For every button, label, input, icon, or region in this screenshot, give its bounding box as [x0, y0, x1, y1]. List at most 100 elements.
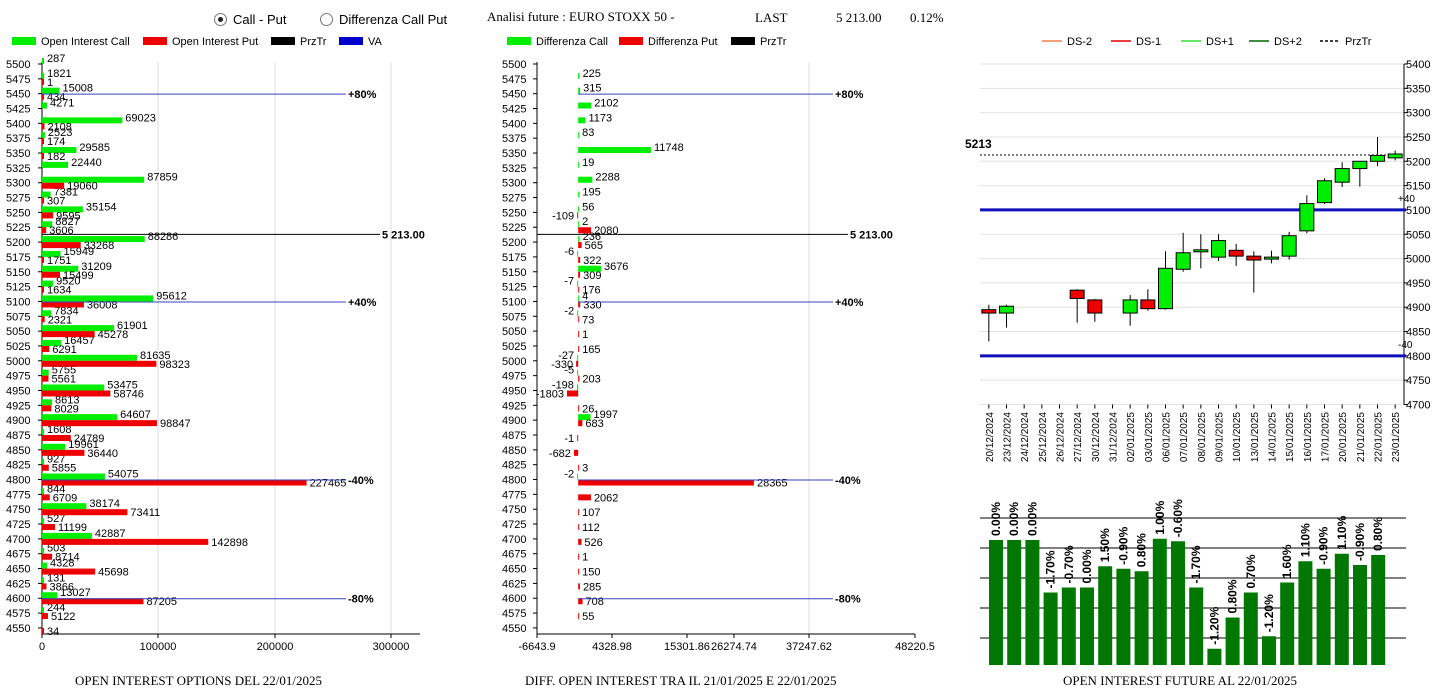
- put-value-label: 307: [47, 196, 65, 208]
- call-value-label: -27: [558, 350, 574, 362]
- oi-bar: [1225, 617, 1240, 665]
- strike-label: 4975: [502, 371, 526, 383]
- oi-bar: [1189, 587, 1204, 665]
- strike-label: 4700: [6, 534, 30, 546]
- oi-bar-label: -0.90%: [1116, 526, 1130, 564]
- put-value-label: 182: [47, 151, 65, 163]
- candle-up: [1158, 267, 1173, 310]
- strike-label: 4975: [6, 371, 30, 383]
- strike-label: 5400: [6, 118, 30, 130]
- va-label: +80%: [348, 89, 377, 101]
- call-bar: [578, 295, 580, 302]
- call-bar: [578, 117, 586, 124]
- put-bar: [42, 301, 84, 308]
- candle-up: [1211, 240, 1226, 258]
- call-bar: [578, 191, 580, 198]
- put-bar: [42, 598, 144, 605]
- legend-label: Differenza Call: [536, 36, 608, 48]
- call-value-label: 16457: [64, 335, 95, 347]
- radio-call-put[interactable]: Call - Put: [214, 12, 286, 27]
- strike-label: 4600: [6, 593, 30, 605]
- call-bar: [42, 117, 123, 124]
- put-value-label: 112: [582, 522, 600, 534]
- oi-bar-label: 1.00%: [1153, 500, 1167, 534]
- x-tick-label: 0: [39, 641, 45, 653]
- strike-label: 5350: [502, 148, 526, 160]
- strike-label: 4550: [502, 623, 526, 635]
- oi-bar: [1262, 636, 1276, 665]
- put-bar: [42, 256, 45, 263]
- put-bar: [578, 242, 582, 249]
- put-bar: [42, 568, 96, 575]
- call-value-label: 2102: [594, 98, 618, 110]
- call-value-label: 927: [47, 454, 65, 466]
- legend-label: Open Interest Call: [41, 36, 130, 48]
- put-bar: [578, 345, 580, 352]
- y-tick-label: 5350: [1406, 83, 1430, 95]
- call-bar: [578, 87, 581, 94]
- va-label: -80%: [835, 594, 861, 606]
- call-bar: [42, 592, 58, 599]
- call-value-label: 81635: [140, 350, 171, 362]
- put-bar: [578, 538, 582, 545]
- put-bar: [42, 627, 44, 634]
- y-tick-label: 4950: [1406, 278, 1430, 290]
- strike-label: 5275: [6, 193, 30, 205]
- put-bar: [578, 301, 581, 308]
- strike-label: 4850: [502, 445, 526, 457]
- strike-label: 4550: [6, 623, 30, 635]
- call-value-label: 69023: [125, 112, 156, 124]
- call-bar: [42, 310, 52, 317]
- strike-label: 5325: [6, 163, 30, 175]
- oi-bar-label: -1.70%: [1189, 545, 1203, 583]
- put-bar: [42, 509, 128, 516]
- put-value-label: 3: [582, 463, 588, 475]
- call-bar: [42, 58, 44, 64]
- legend-swatch: [507, 37, 531, 45]
- last-label: LAST: [755, 10, 788, 25]
- put-value-label: 1634: [47, 285, 71, 297]
- strike-label: 4900: [6, 415, 30, 427]
- prztr-label: 5213: [965, 137, 992, 151]
- candle-up: [1264, 256, 1279, 260]
- call-value-label: 1821: [47, 68, 71, 80]
- radio-differenza[interactable]: Differenza Call Put: [320, 12, 447, 27]
- oi-bar-label: 0.80%: [1226, 579, 1240, 613]
- put-bar: [42, 613, 48, 620]
- call-value-label: 287: [47, 53, 65, 65]
- legend-label: DS+2: [1274, 36, 1302, 48]
- call-value-label: 844: [47, 483, 65, 495]
- call-value-label: 87859: [147, 172, 178, 184]
- call-bar: [42, 87, 60, 94]
- y-tick-label: 5400: [1406, 59, 1430, 71]
- strike-label: 5050: [502, 326, 526, 338]
- call-bar: [42, 503, 87, 510]
- strike-label: 5100: [502, 296, 526, 308]
- last-value: 5 213.00: [836, 10, 882, 25]
- call-bar: [577, 473, 579, 480]
- call-value-label: 225: [583, 68, 601, 80]
- call-bar: [42, 132, 45, 139]
- x-tick-label: 4328.98: [592, 641, 632, 653]
- call-value-label: 35154: [86, 201, 117, 213]
- call-bar: [576, 384, 579, 391]
- call-value-label: 13027: [60, 587, 91, 599]
- candle-up: [1281, 235, 1297, 257]
- call-bar: [42, 369, 49, 376]
- radio-unselected-icon: [320, 13, 333, 26]
- oi-bar: [1007, 540, 1022, 665]
- put-bar: [578, 331, 580, 338]
- call-bar: [42, 147, 77, 154]
- strike-label: 5175: [502, 252, 526, 264]
- put-bar: [42, 420, 157, 427]
- put-value-label: 87205: [146, 596, 177, 608]
- oi-bar: [1353, 565, 1367, 665]
- strike-label: 4700: [502, 534, 526, 546]
- call-value-label: 54075: [108, 469, 139, 481]
- call-value-label: 38174: [89, 498, 120, 510]
- x-tick-label: 15301.86: [664, 641, 710, 653]
- put-bar: [578, 479, 754, 486]
- put-bar: [42, 316, 45, 323]
- change-value: 0.12%: [910, 10, 944, 25]
- strike-label: 4625: [502, 578, 526, 590]
